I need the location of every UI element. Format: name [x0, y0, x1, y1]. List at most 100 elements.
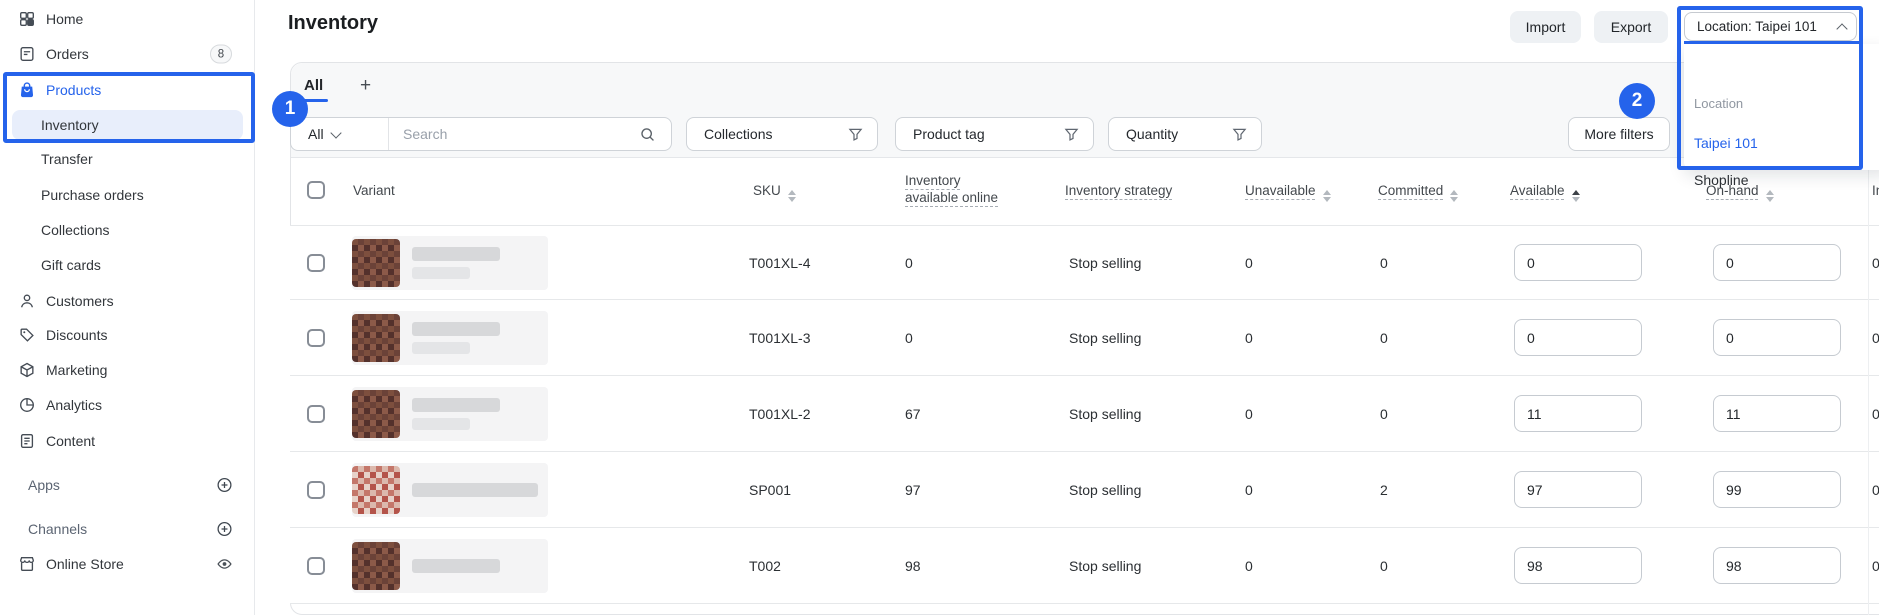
funnel-icon	[848, 127, 863, 142]
pinned-column-divider	[1868, 160, 1869, 615]
row-checkbox[interactable]	[307, 481, 325, 499]
available-online-cell: 97	[905, 482, 921, 498]
import-button[interactable]: Import	[1510, 11, 1581, 43]
available-input[interactable]	[1514, 244, 1642, 281]
sidebar-item-purchase-orders[interactable]: Purchase orders	[0, 180, 255, 210]
search-icon	[639, 126, 671, 143]
on-hand-input[interactable]	[1713, 244, 1841, 281]
sort-icons	[1571, 190, 1580, 202]
sidebar-item-label: Customers	[46, 293, 114, 309]
sidebar-item-gift-cards[interactable]: Gift cards	[0, 250, 255, 280]
location-dropdown-menu: Location Taipei 101 Shopline	[1684, 44, 1879, 188]
active-tab-underline	[302, 99, 328, 102]
collections-filter-button[interactable]: Collections	[686, 117, 878, 151]
sort-icons	[1322, 190, 1331, 202]
sidebar-item-analytics[interactable]: Analytics	[0, 390, 255, 420]
row-checkbox[interactable]	[307, 254, 325, 272]
product-thumbnail	[352, 314, 400, 362]
sidebar-item-label: Home	[46, 11, 84, 27]
product-thumbnail	[352, 239, 400, 287]
sidebar-item-label: Transfer	[41, 151, 93, 167]
strategy-cell: Stop selling	[1069, 558, 1142, 574]
incoming-cell: 0	[1872, 255, 1879, 271]
incoming-cell: 0	[1872, 330, 1879, 346]
column-header-incoming: Incoming	[1872, 183, 1879, 198]
export-button[interactable]: Export	[1594, 11, 1668, 43]
search-scope-dropdown[interactable]: All	[291, 118, 389, 150]
on-hand-input[interactable]	[1713, 395, 1841, 432]
add-channel-icon[interactable]	[216, 521, 233, 538]
committed-cell: 2	[1380, 482, 1388, 498]
add-view-button[interactable]: +	[360, 75, 372, 96]
sidebar-item-label: Inventory	[41, 117, 99, 133]
discounts-icon	[18, 326, 36, 344]
product-tag-filter-label: Product tag	[913, 126, 985, 142]
sidebar-section-channels[interactable]: Channels	[0, 514, 255, 544]
tab-all[interactable]: All	[304, 77, 324, 94]
view-store-eye-icon[interactable]	[216, 556, 233, 573]
quantity-filter-button[interactable]: Quantity	[1108, 117, 1262, 151]
sidebar-item-orders[interactable]: Orders 8	[0, 39, 255, 69]
sidebar-item-online-store[interactable]: Online Store	[0, 549, 255, 579]
product-thumbnail	[352, 542, 400, 590]
sidebar-item-home[interactable]: Home	[0, 4, 255, 34]
sidebar-item-label: Discounts	[46, 327, 108, 343]
select-all-checkbox[interactable]	[307, 181, 325, 199]
column-header-available-online[interactable]: Inventory available online	[905, 173, 999, 205]
sidebar-item-products[interactable]: Products	[0, 75, 255, 105]
sidebar-item-discounts[interactable]: Discounts	[0, 320, 255, 350]
row-checkbox[interactable]	[307, 405, 325, 423]
location-selector-button[interactable]: Location: Taipei 101	[1684, 12, 1857, 41]
more-filters-button[interactable]: More filters	[1568, 117, 1670, 151]
sidebar-item-transfer[interactable]: Transfer	[0, 144, 255, 174]
available-online-cell: 98	[905, 558, 921, 574]
sidebar-item-collections[interactable]: Collections	[0, 215, 255, 245]
committed-cell: 0	[1380, 255, 1388, 271]
on-hand-input[interactable]	[1713, 471, 1841, 508]
column-header-sku[interactable]: SKU	[753, 183, 796, 202]
committed-cell: 0	[1380, 406, 1388, 422]
incoming-cell: 0	[1872, 558, 1879, 574]
available-online-cell: 0	[905, 255, 913, 271]
location-selector-active-underline	[1684, 41, 1860, 44]
add-app-icon[interactable]	[216, 477, 233, 494]
chevron-down-icon	[329, 126, 342, 139]
available-input[interactable]	[1514, 471, 1642, 508]
column-header-available[interactable]: Available	[1510, 183, 1580, 202]
column-header-unavailable[interactable]: Unavailable	[1245, 183, 1331, 202]
available-input[interactable]	[1514, 319, 1642, 356]
location-menu-heading: Location	[1694, 96, 1744, 111]
committed-cell: 0	[1380, 330, 1388, 346]
available-input[interactable]	[1514, 547, 1642, 584]
sidebar-section-apps[interactable]: Apps	[0, 470, 255, 500]
variant-option-redacted	[412, 342, 470, 354]
row-checkbox[interactable]	[307, 329, 325, 347]
table-header-row: Variant SKU Inventory available online I…	[290, 160, 1879, 226]
location-option-shopline[interactable]: Shopline	[1694, 172, 1749, 188]
row-checkbox[interactable]	[307, 557, 325, 575]
sidebar-item-inventory[interactable]: Inventory	[12, 110, 243, 140]
orders-icon	[18, 45, 36, 63]
column-header-on-hand[interactable]: On-hand	[1706, 183, 1774, 202]
search-input[interactable]	[389, 118, 639, 150]
committed-cell: 0	[1380, 558, 1388, 574]
column-header-variant: Variant	[353, 183, 395, 198]
product-tag-filter-button[interactable]: Product tag	[895, 117, 1094, 151]
column-header-committed[interactable]: Committed	[1378, 183, 1459, 202]
on-hand-input[interactable]	[1713, 547, 1841, 584]
unavailable-cell: 0	[1245, 406, 1253, 422]
sidebar-item-content[interactable]: Content	[0, 426, 255, 456]
funnel-icon	[1064, 127, 1079, 142]
sidebar-item-label: Collections	[41, 222, 110, 238]
on-hand-input[interactable]	[1713, 319, 1841, 356]
sidebar-item-marketing[interactable]: Marketing	[0, 355, 255, 385]
search-filter-group: All	[290, 117, 672, 151]
products-icon	[18, 81, 36, 99]
available-input[interactable]	[1514, 395, 1642, 432]
location-option-taipei-101[interactable]: Taipei 101	[1694, 135, 1758, 151]
sidebar-item-label: Products	[46, 82, 102, 98]
sku-cell: T001XL-2	[749, 406, 811, 422]
column-header-strategy[interactable]: Inventory strategy	[1065, 183, 1173, 198]
unavailable-cell: 0	[1245, 330, 1253, 346]
sidebar-item-customers[interactable]: Customers	[0, 286, 255, 316]
